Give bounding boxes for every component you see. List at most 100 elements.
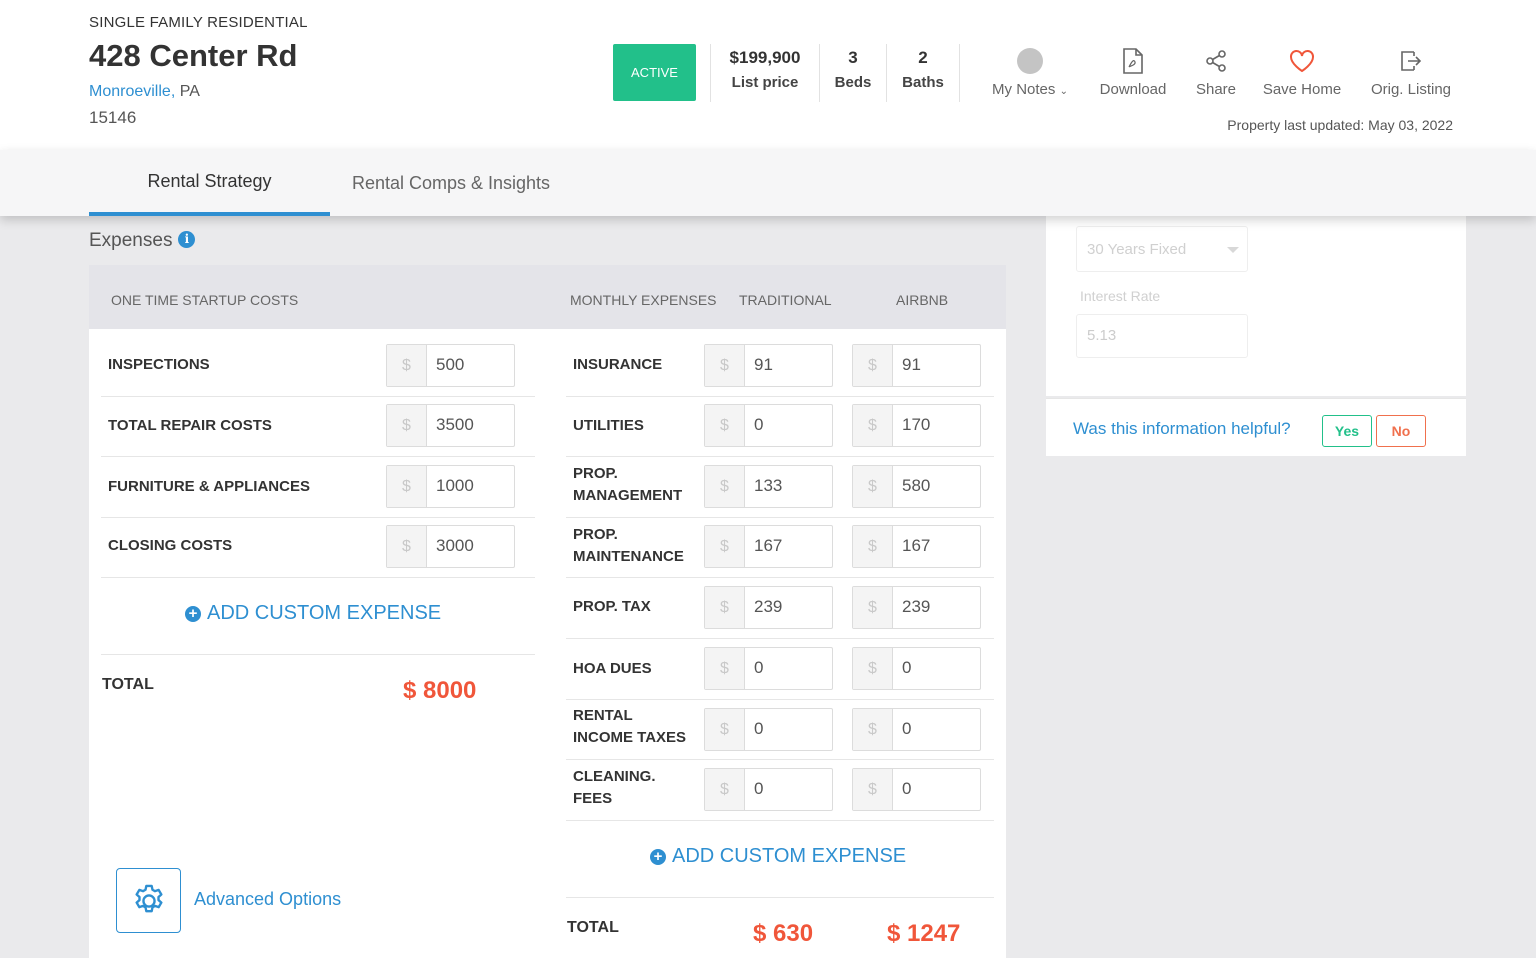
startup-row: TOTAL REPAIR COSTS $3500 <box>101 397 535 457</box>
expenses-table-header: ONE TIME STARTUP COSTS MONTHLY EXPENSES … <box>89 265 1006 329</box>
info-icon[interactable]: i <box>178 230 196 248</box>
city-link[interactable]: Monroeville, <box>89 83 176 100</box>
feedback-question: Was this information helpful? <box>1073 419 1291 438</box>
monthly-row: CLEANING. FEES $0 $0 <box>566 760 994 821</box>
airbnb-total: $ 1247 <box>887 920 961 947</box>
beds-value: 3 <box>848 48 858 67</box>
dollar-icon: $ <box>387 526 427 567</box>
monthly-row: PROP. TAX $239 $239 <box>566 578 994 639</box>
add-custom-label: ADD CUSTOM EXPENSE <box>207 602 442 624</box>
traditional-input[interactable]: $239 <box>704 586 833 629</box>
list-price-stat: $199,900 List price <box>710 44 820 102</box>
interest-rate-input[interactable]: 5.13 <box>1076 314 1248 358</box>
traditional-input[interactable]: $133 <box>704 465 833 508</box>
monthly-row: HOA DUES $0 $0 <box>566 639 994 700</box>
dollar-icon: $ <box>705 466 745 507</box>
startup-input[interactable]: $500 <box>386 344 515 387</box>
list-price: $199,900 <box>729 48 801 67</box>
monthly-row: UTILITIES $0 $170 <box>566 397 994 457</box>
mortgage-panel: 30 Years Fixed Interest Rate 5.13 <box>1046 216 1466 396</box>
property-address: 428 Center Rd <box>89 38 298 73</box>
traditional-input[interactable]: $0 <box>704 404 833 447</box>
airbnb-input[interactable]: $170 <box>852 404 981 447</box>
tab-rental-comps[interactable]: Rental Comps & Insights <box>351 172 551 193</box>
add-custom-label: ADD CUSTOM EXPENSE <box>672 845 907 867</box>
airbnb-input[interactable]: $0 <box>852 647 981 690</box>
share-label: Share <box>1195 81 1237 98</box>
startup-row: INSPECTIONS $500 <box>101 339 535 397</box>
add-startup-expense-button[interactable]: + ADD CUSTOM EXPENSE <box>185 602 441 625</box>
download-button[interactable]: Download <box>1093 44 1173 98</box>
save-home-button[interactable]: Save Home <box>1260 44 1344 98</box>
dollar-icon: $ <box>853 466 893 507</box>
traditional-input[interactable]: $91 <box>704 344 833 387</box>
pdf-icon <box>1123 48 1143 74</box>
dollar-icon: $ <box>853 405 893 446</box>
feedback-box: Was this information helpful? Yes No <box>1046 398 1466 456</box>
airbnb-input[interactable]: $580 <box>852 465 981 508</box>
expenses-card: ONE TIME STARTUP COSTS MONTHLY EXPENSES … <box>89 265 1006 958</box>
traditional-input[interactable]: $167 <box>704 525 833 568</box>
plus-icon: + <box>185 605 201 622</box>
airbnb-input[interactable]: $239 <box>852 586 981 629</box>
traditional-input[interactable]: $0 <box>704 708 833 751</box>
startup-row: FURNITURE & APPLIANCES $1000 <box>101 457 535 518</box>
my-notes-button[interactable]: My Notes ⌄ <box>985 44 1075 98</box>
my-notes-label: My Notes <box>992 81 1056 98</box>
expenses-title: Expenses <box>89 230 173 251</box>
dollar-icon: $ <box>705 345 745 386</box>
startup-label: FURNITURE & APPLIANCES <box>108 478 310 495</box>
share-button[interactable]: Share <box>1190 44 1242 98</box>
startup-input[interactable]: $3000 <box>386 525 515 568</box>
list-price-label: List price <box>731 74 799 91</box>
dollar-icon: $ <box>705 709 745 750</box>
startup-input[interactable]: $1000 <box>386 465 515 508</box>
plus-icon: + <box>650 848 666 865</box>
startup-label: INSPECTIONS <box>108 356 210 373</box>
feedback-yes-button[interactable]: Yes <box>1322 415 1372 447</box>
notes-avatar-icon <box>1017 48 1043 74</box>
dollar-icon: $ <box>705 587 745 628</box>
dollar-icon: $ <box>387 405 427 446</box>
monthly-label: RENTAL INCOME TAXES <box>573 707 687 746</box>
advanced-options-button[interactable] <box>116 868 181 933</box>
state: PA <box>179 83 200 100</box>
city-state: Monroeville, PA <box>89 83 200 101</box>
monthly-row: PROP. MAINTENANCE $167 $167 <box>566 518 994 578</box>
monthly-total-label: TOTAL <box>567 919 619 936</box>
tab-rental-strategy[interactable]: Rental Strategy <box>89 150 330 216</box>
monthly-label: INSURANCE <box>573 356 663 373</box>
baths-label: Baths <box>902 74 944 91</box>
airbnb-input[interactable]: $0 <box>852 708 981 751</box>
tab-bar: Rental Strategy Rental Comps & Insights <box>0 150 1536 216</box>
dollar-icon: $ <box>387 345 427 386</box>
startup-label: CLOSING COSTS <box>108 537 233 554</box>
airbnb-input[interactable]: $167 <box>852 525 981 568</box>
monthly-label: PROP. TAX <box>573 598 651 615</box>
dollar-icon: $ <box>853 587 893 628</box>
monthly-row: INSURANCE $91 $91 <box>566 339 994 397</box>
expenses-heading: Expenses i <box>89 230 196 252</box>
advanced-options-link[interactable]: Advanced Options <box>194 889 342 909</box>
dollar-icon: $ <box>853 345 893 386</box>
airbnb-input[interactable]: $0 <box>852 768 981 811</box>
zip-code: 15146 <box>89 108 137 127</box>
traditional-input[interactable]: $0 <box>704 768 833 811</box>
add-monthly-expense-button[interactable]: + ADD CUSTOM EXPENSE <box>650 845 906 868</box>
traditional-input[interactable]: $0 <box>704 647 833 690</box>
monthly-label: HOA DUES <box>573 660 652 677</box>
loan-type-select[interactable]: 30 Years Fixed <box>1076 226 1248 272</box>
dollar-icon: $ <box>705 405 745 446</box>
orig-listing-button[interactable]: Orig. Listing <box>1366 44 1456 98</box>
startup-input[interactable]: $3500 <box>386 404 515 447</box>
dollar-icon: $ <box>853 709 893 750</box>
feedback-no-button[interactable]: No <box>1376 415 1426 447</box>
startup-add-row: + ADD CUSTOM EXPENSE <box>101 578 535 655</box>
airbnb-input[interactable]: $91 <box>852 344 981 387</box>
property-type: SINGLE FAMILY RESIDENTIAL <box>89 14 308 31</box>
baths-stat: 2 Baths <box>887 44 960 102</box>
dollar-icon: $ <box>387 466 427 507</box>
startup-costs-header: ONE TIME STARTUP COSTS <box>111 292 299 308</box>
status-badge: ACTIVE <box>613 44 696 101</box>
startup-label: TOTAL REPAIR COSTS <box>108 417 272 434</box>
